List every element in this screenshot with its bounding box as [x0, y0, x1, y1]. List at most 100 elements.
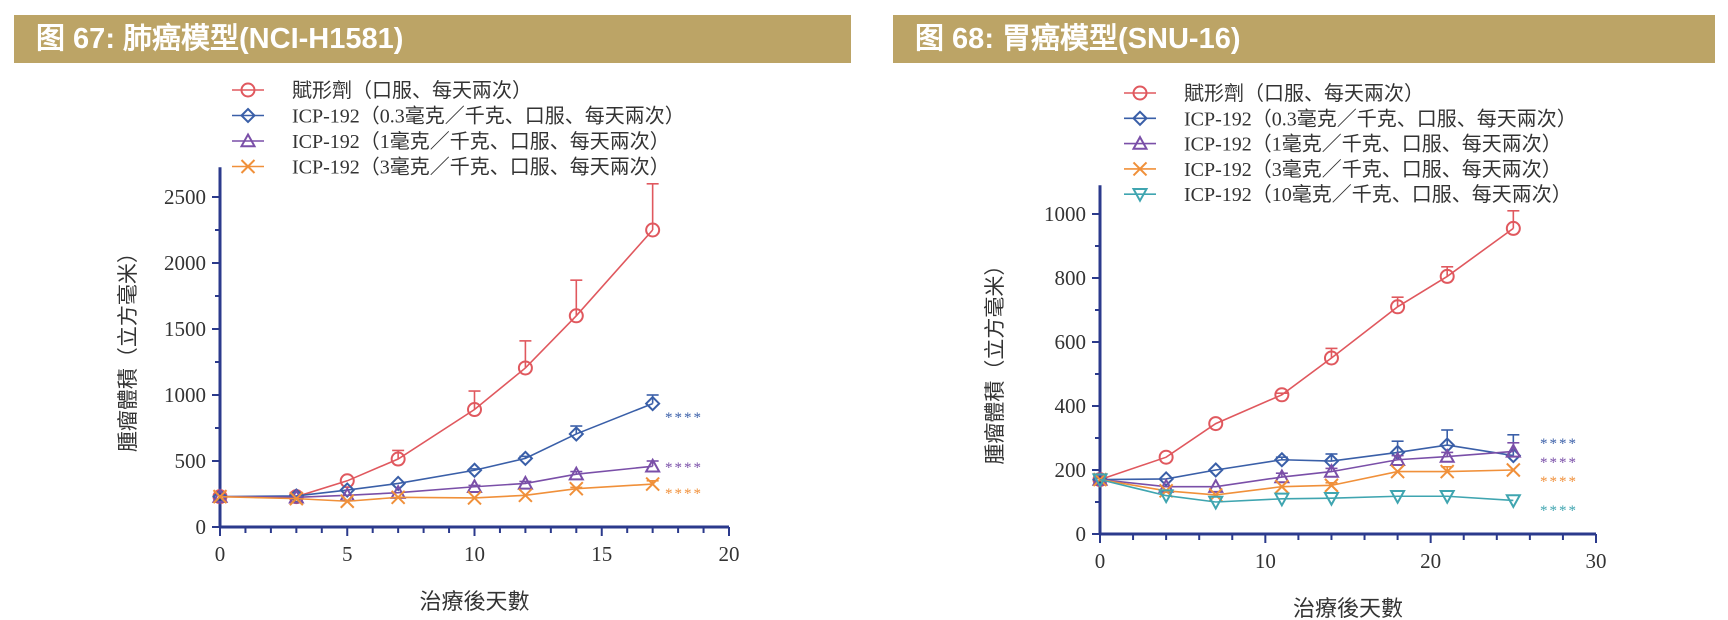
- legend-label: ICP-192（3毫克／千克、口服、每天兩次）: [292, 156, 670, 179]
- data-point: [518, 488, 533, 503]
- y-tick-label: 400: [1055, 394, 1087, 418]
- data-point: [517, 360, 533, 376]
- series-line: [219, 465, 653, 499]
- significance-label: ****: [1540, 455, 1578, 471]
- x-tick-label: 20: [1420, 549, 1441, 573]
- data-point: [1208, 416, 1224, 432]
- y-tick-label: 800: [1055, 266, 1087, 290]
- legend-label: ICP-192（1毫克／千克、口服、每天兩次）: [1184, 133, 1562, 156]
- data-point: [1505, 494, 1522, 509]
- y-tick-label: 600: [1055, 330, 1087, 354]
- figure-67-title: 图 67: 肺癌模型(NCI-H1581): [14, 15, 851, 63]
- significance-label: ****: [665, 410, 703, 426]
- data-point: [1439, 490, 1456, 505]
- y-axis-label: 腫瘤體積（立方毫米）: [116, 242, 140, 452]
- legend-label: 賦形劑（口服、每天兩次）: [292, 79, 532, 102]
- data-point: [1323, 491, 1340, 507]
- x-tick-label: 0: [215, 542, 226, 566]
- data-point: [1506, 462, 1521, 478]
- data-point: [1157, 489, 1175, 505]
- data-point: [1439, 268, 1455, 284]
- data-point: [466, 478, 483, 493]
- significance-label: ****: [1540, 436, 1578, 452]
- legend-label: ICP-192（0.3毫克／千克、口服、每天兩次）: [292, 105, 685, 128]
- significance-label: ****: [1540, 474, 1578, 490]
- data-point: [1323, 463, 1340, 478]
- y-tick-label: 500: [175, 449, 207, 473]
- x-axis-label: 治療後天數: [419, 589, 529, 614]
- data-point: [1273, 451, 1290, 468]
- data-point: [644, 395, 661, 412]
- data-point: [568, 465, 585, 481]
- legend-marker: [240, 82, 256, 98]
- x-tick-label: 10: [464, 542, 485, 566]
- data-point: [1274, 479, 1290, 494]
- data-point: [645, 222, 661, 238]
- data-point: [517, 474, 534, 490]
- data-point: [645, 476, 660, 492]
- data-point: [340, 494, 355, 509]
- series-line: [219, 402, 653, 498]
- data-point: [1505, 220, 1521, 236]
- data-point: [1158, 471, 1175, 487]
- y-tick-label: 200: [1055, 458, 1087, 482]
- chart-lung-cancer-model: 0 500 1000 1500 2000 2500 0 5 10 15 20 治療後天數 腫瘤體積（立方…: [116, 79, 740, 614]
- y-tick-label: 0: [196, 515, 207, 539]
- y-tick-label: 2000: [164, 251, 206, 275]
- data-point: [1273, 492, 1291, 508]
- series-line: [1099, 478, 1514, 503]
- legend-marker: [1132, 161, 1148, 177]
- figure-68-title: 图 68: 胃癌模型(SNU-16): [893, 15, 1715, 63]
- data-point: [212, 489, 228, 504]
- legend-label: ICP-192（10毫克／千克、口服、每天兩次）: [1184, 183, 1572, 206]
- legend-marker: [1132, 110, 1148, 127]
- data-point: [390, 451, 406, 467]
- significance-label: ****: [665, 486, 703, 502]
- series-line: [1099, 450, 1514, 488]
- data-point: [289, 491, 304, 506]
- legend-marker: [1132, 85, 1148, 101]
- x-tick-label: 5: [342, 542, 353, 566]
- data-point: [212, 488, 228, 505]
- series-line: [219, 483, 653, 503]
- data-point: [1273, 468, 1291, 484]
- x-axis-label: 治療後天數: [1293, 596, 1403, 620]
- x-tick-label: 15: [591, 542, 612, 566]
- data-point: [1439, 464, 1455, 479]
- legend-label: ICP-192（3毫克／千克、口服、每天兩次）: [1184, 158, 1562, 181]
- data-point: [390, 475, 407, 492]
- data-point: [1389, 490, 1406, 505]
- series-line: [1099, 444, 1514, 481]
- significance-label: ****: [1540, 503, 1578, 519]
- legend-marker: [240, 107, 256, 124]
- legend-marker: [240, 159, 256, 174]
- y-tick-label: 2500: [164, 185, 206, 209]
- data-point: [1207, 495, 1224, 511]
- x-tick-label: 30: [1586, 549, 1607, 573]
- data-point: [1390, 464, 1405, 479]
- legend-marker: [1131, 135, 1149, 150]
- data-point: [1439, 448, 1456, 463]
- data-point: [1324, 478, 1339, 493]
- data-point: [467, 490, 482, 506]
- data-point: [1091, 473, 1109, 489]
- data-point: [467, 402, 482, 418]
- data-point: [517, 450, 534, 467]
- x-tick-label: 10: [1255, 549, 1276, 573]
- legend-marker: [239, 132, 257, 148]
- data-point: [1323, 350, 1339, 366]
- legend-label: ICP-192（1毫克／千克、口服、每天兩次）: [292, 130, 670, 153]
- data-point: [569, 481, 584, 496]
- data-point: [568, 426, 585, 442]
- data-point: [644, 457, 661, 473]
- data-point: [1390, 299, 1406, 315]
- y-tick-label: 1000: [1044, 202, 1086, 226]
- series-line: [1099, 469, 1514, 496]
- data-point: [1505, 442, 1522, 458]
- data-point: [1207, 478, 1224, 493]
- data-point: [568, 308, 584, 324]
- y-tick-label: 0: [1076, 522, 1087, 546]
- data-point: [1158, 449, 1174, 465]
- x-tick-label: 0: [1095, 549, 1106, 573]
